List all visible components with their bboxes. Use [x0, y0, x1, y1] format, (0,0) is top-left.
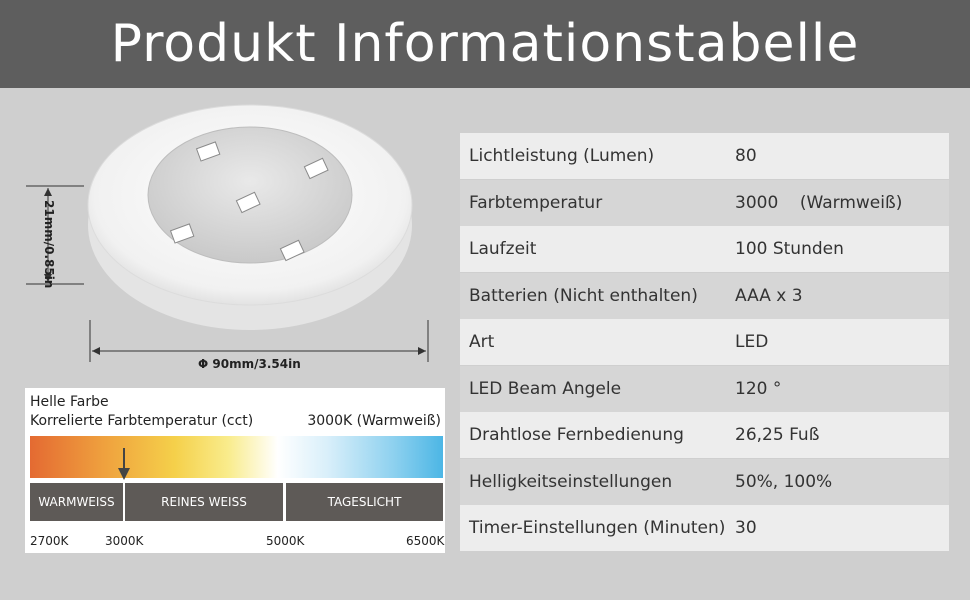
spec-label: Lichtleistung (Lumen): [469, 146, 655, 166]
spec-value: 30: [735, 518, 757, 538]
cct-title: Helle Farbe: [30, 394, 109, 410]
spec-label: Helligkeitseinstellungen: [469, 472, 673, 492]
spec-value: 120 °: [735, 379, 782, 399]
table-row: Batterien (Nicht enthalten) AAA x 3: [460, 273, 949, 319]
height-dimension-label: 21mm/0.85in: [42, 200, 56, 289]
cct-tick-5000: 5000K: [266, 534, 305, 548]
table-row: Drahtlose Fernbedienung 26,25 Fuß: [460, 412, 949, 458]
cct-segment-neutral: REINES WEISS: [125, 483, 283, 521]
cct-current-value: 3000K (Warmweiß): [307, 413, 441, 429]
cct-tick-2700: 2700K: [30, 534, 69, 548]
cct-segment-daylight: TAGESLICHT: [286, 483, 443, 521]
cct-arrow-icon: [118, 448, 130, 480]
spec-label: Farbtemperatur: [469, 193, 603, 213]
cct-gradient-bar: [30, 436, 443, 478]
cct-segment-warm: WARMWEISS: [30, 483, 123, 521]
spec-label: Drahtlose Fernbedienung: [469, 425, 684, 445]
spec-value: AAA x 3: [735, 286, 803, 306]
product-illustration: 21mm/0.85in Φ 90mm/3.54in: [20, 100, 440, 380]
table-row: Lichtleistung (Lumen) 80: [460, 133, 949, 179]
puck-light-image: [26, 104, 429, 362]
table-row: Farbtemperatur 3000 (Warmweiß): [460, 180, 949, 226]
spec-label: Art: [469, 332, 495, 352]
cct-tick-6500: 6500K: [406, 534, 445, 548]
cct-subtitle: Korrelierte Farbtemperatur (cct): [30, 413, 254, 429]
page-title: Produkt Informationstabelle: [110, 14, 860, 74]
spec-label: Timer-Einstellungen (Minuten): [469, 518, 726, 538]
table-row: Art LED: [460, 319, 949, 365]
spec-table: Lichtleistung (Lumen) 80 Farbtemperatur …: [460, 133, 949, 551]
spec-value: 3000 (Warmweiß): [735, 193, 903, 213]
spec-value: LED: [735, 332, 769, 352]
diameter-dimension-label: Φ 90mm/3.54in: [198, 357, 301, 371]
table-row: Helligkeitseinstellungen 50%, 100%: [460, 459, 949, 505]
spec-value: 50%, 100%: [735, 472, 833, 492]
cct-tick-3000: 3000K: [105, 534, 144, 548]
table-row: LED Beam Angele 120 °: [460, 366, 949, 412]
color-temperature-panel: Helle Farbe Korrelierte Farbtemperatur (…: [25, 388, 445, 553]
spec-value: 100 Stunden: [735, 239, 844, 259]
spec-value: 80: [735, 146, 757, 166]
spec-label: Batterien (Nicht enthalten): [469, 286, 698, 306]
table-row: Timer-Einstellungen (Minuten) 30: [460, 505, 949, 551]
spec-label: Laufzeit: [469, 239, 537, 259]
spec-value: 26,25 Fuß: [735, 425, 820, 445]
page-header: Produkt Informationstabelle: [0, 0, 970, 88]
table-row: Laufzeit 100 Stunden: [460, 226, 949, 272]
spec-label: LED Beam Angele: [469, 379, 622, 399]
